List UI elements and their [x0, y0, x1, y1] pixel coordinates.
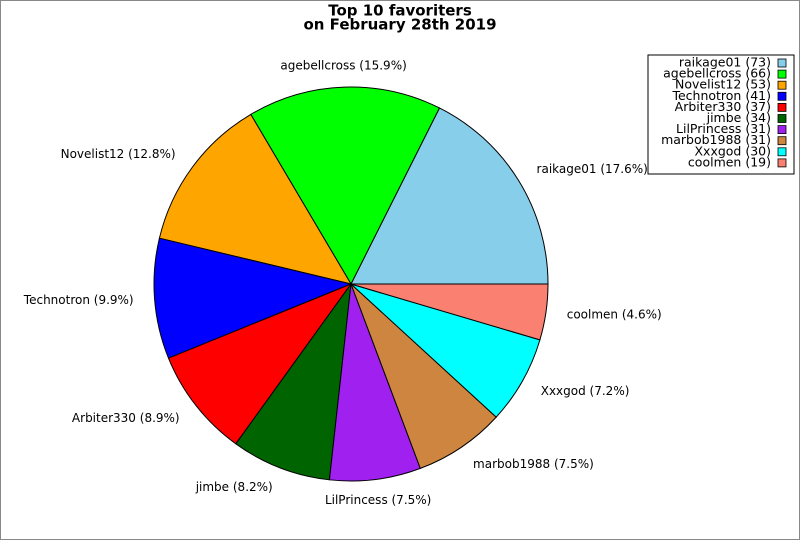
- legend-swatch: [777, 58, 787, 68]
- slice-label: coolmen (4.6%): [567, 308, 662, 322]
- legend-label: Xxxgod (30): [694, 143, 771, 158]
- legend-label: marbob1988 (31): [661, 132, 771, 147]
- slice-label: raikage01 (17.6%): [537, 162, 648, 176]
- legend-label: jimbe (34): [706, 110, 771, 125]
- legend-swatch: [777, 69, 787, 79]
- chart-title: Top 10 favoriters: [328, 2, 472, 20]
- legend-label: raikage01 (73): [679, 55, 771, 70]
- slice-label: LilPrincess (7.5%): [325, 493, 431, 507]
- slice-label: agebellcross (15.9%): [280, 59, 406, 73]
- slice-label: Novelist12 (12.8%): [61, 147, 176, 161]
- pie-slice: [350, 107, 549, 285]
- legend-swatch: [777, 147, 787, 157]
- chart-subtitle: on February 28th 2019: [303, 16, 496, 34]
- slice-label: Arbiter330 (8.9%): [72, 411, 180, 425]
- legend-swatch: [777, 114, 787, 123]
- pie-slice: [235, 282, 352, 481]
- slice-label: marbob1988 (7.5%): [473, 457, 594, 471]
- legend-label: LilPrincess (31): [676, 121, 771, 136]
- pie-slice: [158, 113, 353, 285]
- slice-label: jimbe (8.2%): [195, 480, 273, 494]
- pie-slice: [167, 282, 353, 445]
- slice-label: Xxxgod (7.2%): [541, 384, 630, 398]
- legend-swatch: [777, 80, 787, 90]
- legend-label: Novelist12 (53): [675, 77, 771, 92]
- legend-label: coolmen (19): [688, 154, 771, 169]
- legend-swatch: [777, 158, 787, 168]
- legend-label: agebellcross (66): [663, 66, 771, 81]
- legend-label: Technotron (41): [671, 88, 771, 103]
- pie-slice: [250, 86, 441, 286]
- legend-label: Arbiter330 (37): [675, 99, 771, 114]
- slice-label: Technotron (9.9%): [23, 293, 134, 307]
- legend-swatch: [777, 136, 787, 146]
- legend-box: [647, 54, 795, 175]
- legend-swatch: [777, 91, 787, 101]
- pie-slice: [350, 283, 549, 341]
- legend-swatch: [777, 103, 787, 112]
- legend-swatch: [777, 125, 787, 134]
- pie-slice: [153, 237, 353, 359]
